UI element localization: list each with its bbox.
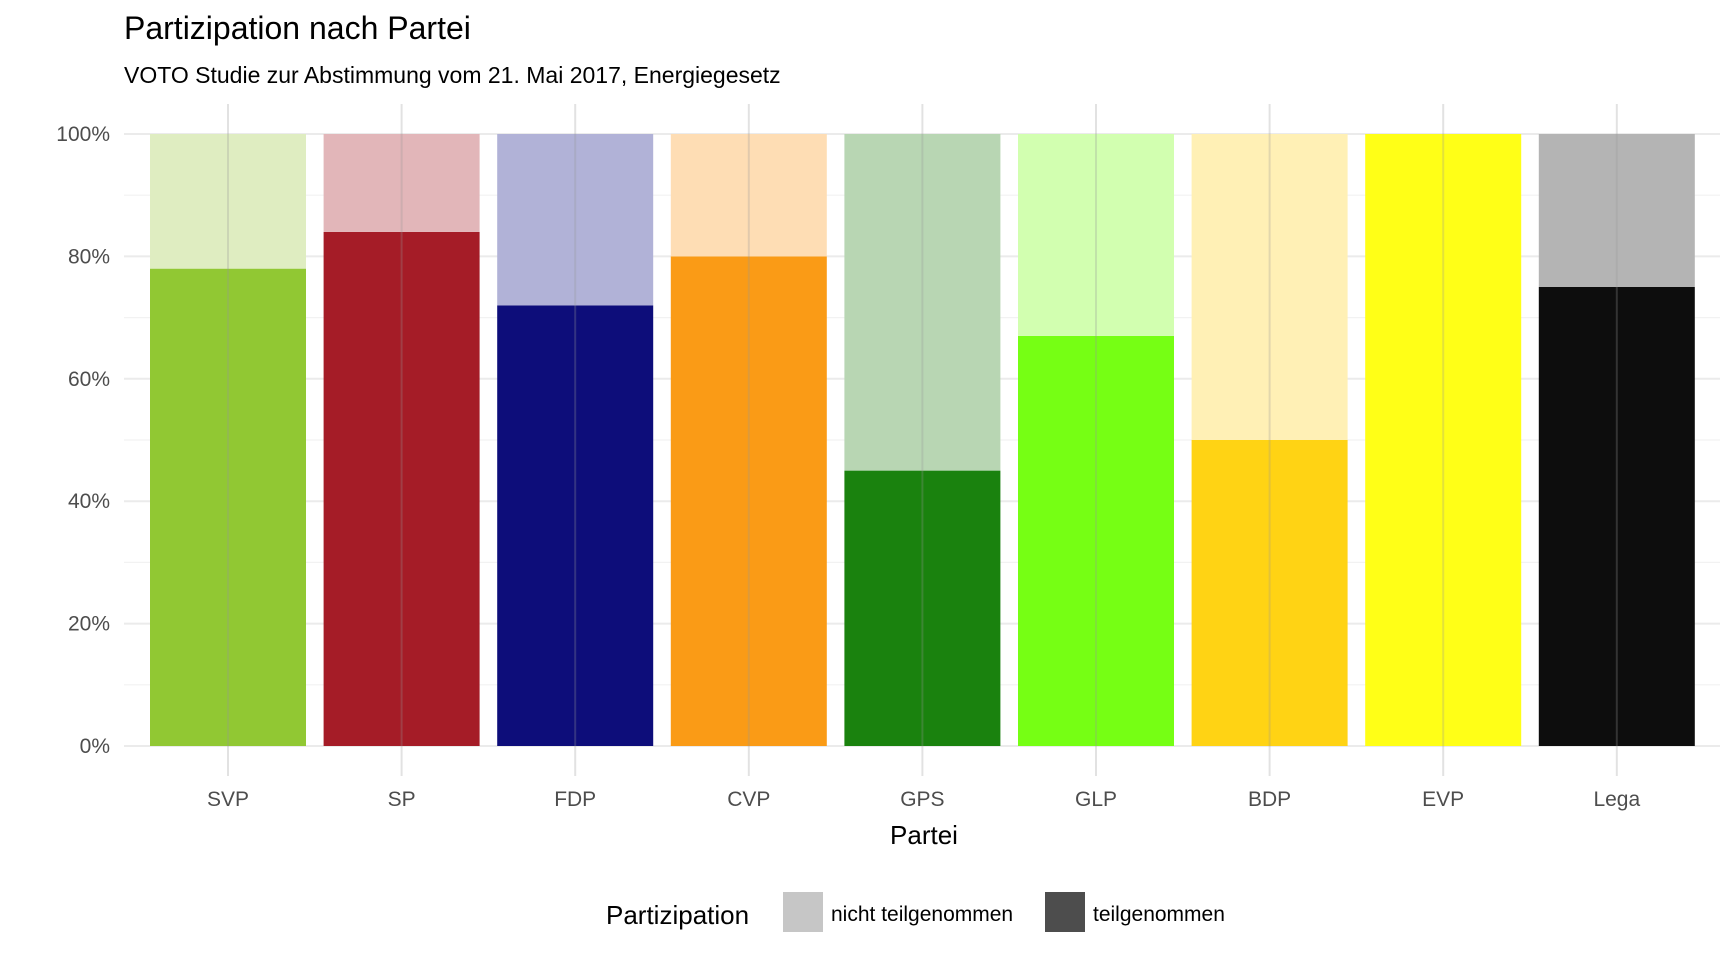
legend-label-teilgenommen: teilgenommen: [1093, 903, 1225, 926]
bar-sp-nicht-teilgenommen: [323, 134, 480, 232]
x-tick-label-cvp: CVP: [727, 788, 770, 811]
legend: Partizipation nicht teilgenommen teilgen…: [606, 892, 1225, 932]
bar-glp-nicht-teilgenommen: [1018, 134, 1174, 336]
x-axis-ticks: SVP SP FDP CVP GPS GLP BDP EVP Lega: [207, 788, 1640, 811]
y-tick-label: 40%: [68, 490, 110, 513]
legend-label-nicht-teilgenommen: nicht teilgenommen: [831, 903, 1013, 926]
x-tick-label-bdp: BDP: [1248, 788, 1291, 811]
bar-lega-teilgenommen: [1538, 287, 1695, 746]
x-tick-label-sp: SP: [388, 788, 416, 811]
y-tick-label: 0%: [80, 735, 110, 758]
x-tick-label-glp: GLP: [1075, 788, 1117, 811]
legend-swatch-nicht-teilgenommen: [783, 892, 823, 932]
y-axis-ticks: 0% 20% 40% 60% 80% 100%: [56, 123, 110, 758]
y-tick-label: 60%: [68, 368, 110, 391]
chart-subtitle: VOTO Studie zur Abstimmung vom 21. Mai 2…: [124, 62, 781, 88]
bar-svp-teilgenommen: [150, 268, 306, 746]
x-tick-label-fdp: FDP: [554, 788, 596, 811]
x-axis-title: Partei: [890, 820, 958, 850]
bar-cvp-nicht-teilgenommen: [670, 134, 827, 257]
y-tick-label: 20%: [68, 613, 110, 636]
x-tick-label-svp: SVP: [207, 788, 249, 811]
bar-fdp-teilgenommen: [497, 305, 654, 746]
legend-title: Partizipation: [606, 900, 749, 930]
bar-bdp-nicht-teilgenommen: [1191, 134, 1348, 440]
x-tick-label-gps: GPS: [900, 788, 944, 811]
chart-title: Partizipation nach Partei: [124, 10, 471, 46]
bar-lega-nicht-teilgenommen: [1538, 134, 1695, 287]
vertical-gridlines: [227, 104, 1618, 776]
bar-bdp-teilgenommen: [1191, 440, 1348, 746]
bar-fdp-nicht-teilgenommen: [497, 134, 654, 306]
bar-cvp-teilgenommen: [670, 256, 827, 746]
x-tick-label-lega: Lega: [1593, 788, 1640, 811]
legend-swatch-teilgenommen: [1045, 892, 1085, 932]
y-tick-label: 80%: [68, 245, 110, 268]
bar-gps-nicht-teilgenommen: [844, 134, 1001, 471]
x-tick-label-evp: EVP: [1422, 788, 1464, 811]
y-tick-label: 100%: [56, 123, 110, 146]
bar-sp-teilgenommen: [323, 231, 480, 747]
bar-svp-nicht-teilgenommen: [150, 134, 306, 269]
bar-glp-teilgenommen: [1018, 335, 1174, 746]
bar-gps-teilgenommen: [844, 470, 1001, 746]
bar-evp-teilgenommen: [1365, 134, 1522, 746]
bars: [150, 134, 1695, 747]
